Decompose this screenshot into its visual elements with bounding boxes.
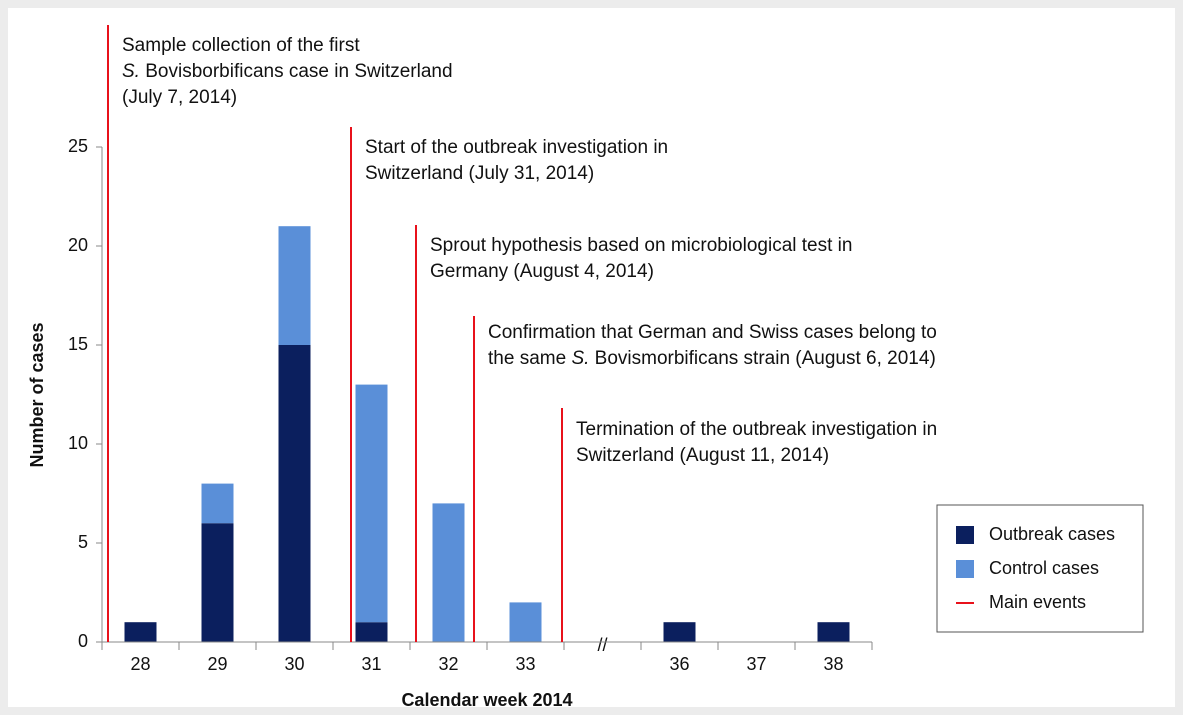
y-tick-label: 20	[68, 235, 88, 255]
axis-break: //	[597, 635, 607, 655]
event-text: (July 7, 2014)	[122, 87, 237, 108]
y-tick-label: 15	[68, 334, 88, 354]
bar-segment	[432, 503, 465, 642]
event-text: the same	[488, 348, 571, 369]
y-tick-label: 25	[68, 136, 88, 156]
event-annotation: Confirmation that German and Swiss cases…	[488, 322, 937, 343]
y-tick-label: 5	[78, 532, 88, 552]
bar-segment	[663, 622, 696, 642]
x-tick-label: 37	[746, 654, 766, 674]
x-tick-label: 31	[361, 654, 381, 674]
x-tick-label: 29	[207, 654, 227, 674]
event-text: Sample collection of the first	[122, 35, 360, 56]
y-tick-label: 10	[68, 433, 88, 453]
bar-segment	[355, 622, 388, 642]
event-text: Termination of the outbreak investigatio…	[576, 419, 937, 440]
event-text: Sprout hypothesis based on microbiologic…	[430, 235, 852, 256]
legend-label: Main events	[989, 592, 1086, 612]
event-annotation: S. Bovisborbificans case in Switzerland	[122, 61, 453, 82]
event-annotation: the same S. Bovismorbificans strain (Aug…	[488, 348, 936, 369]
x-tick-label: 36	[669, 654, 689, 674]
event-annotation: Termination of the outbreak investigatio…	[576, 419, 937, 440]
legend-swatch	[956, 560, 974, 578]
bar-segment	[278, 226, 311, 345]
event-text: Bovisborbificans case in Switzerland	[140, 61, 453, 82]
legend-label: Control cases	[989, 558, 1099, 578]
bar-segment	[124, 622, 157, 642]
bar-segment	[817, 622, 850, 642]
event-annotation: Start of the outbreak investigation in	[365, 137, 668, 158]
x-tick-label: 28	[130, 654, 150, 674]
event-text: Start of the outbreak investigation in	[365, 137, 668, 158]
event-text: Switzerland (August 11, 2014)	[576, 445, 829, 466]
event-annotation: Sample collection of the first	[122, 35, 360, 56]
bar-segment	[278, 345, 311, 642]
bar-segment	[201, 523, 234, 642]
event-annotation: Switzerland (August 11, 2014)	[576, 445, 829, 466]
bar-segment	[201, 483, 234, 524]
event-text: Switzerland (July 31, 2014)	[365, 163, 594, 184]
bar-segment	[355, 384, 388, 623]
event-annotation: Germany (August 4, 2014)	[430, 261, 654, 282]
event-text: S.	[122, 61, 140, 82]
event-text: S.	[571, 348, 589, 369]
event-text: Germany (August 4, 2014)	[430, 261, 654, 282]
event-annotation: (July 7, 2014)	[122, 87, 237, 108]
event-annotation: Sprout hypothesis based on microbiologic…	[430, 235, 852, 256]
event-text: Confirmation that German and Swiss cases…	[488, 322, 937, 343]
x-tick-label: 32	[438, 654, 458, 674]
event-annotation: Switzerland (July 31, 2014)	[365, 163, 594, 184]
y-axis-title: Number of cases	[27, 322, 47, 467]
y-tick-label: 0	[78, 631, 88, 651]
legend-label: Outbreak cases	[989, 524, 1115, 544]
x-axis-title: Calendar week 2014	[401, 690, 572, 710]
x-tick-label: 30	[284, 654, 304, 674]
bar-segment	[509, 602, 542, 642]
x-tick-label: 33	[515, 654, 535, 674]
x-tick-label: 38	[823, 654, 843, 674]
legend-swatch	[956, 526, 974, 544]
event-text: Bovismorbificans strain (August 6, 2014)	[589, 348, 935, 369]
